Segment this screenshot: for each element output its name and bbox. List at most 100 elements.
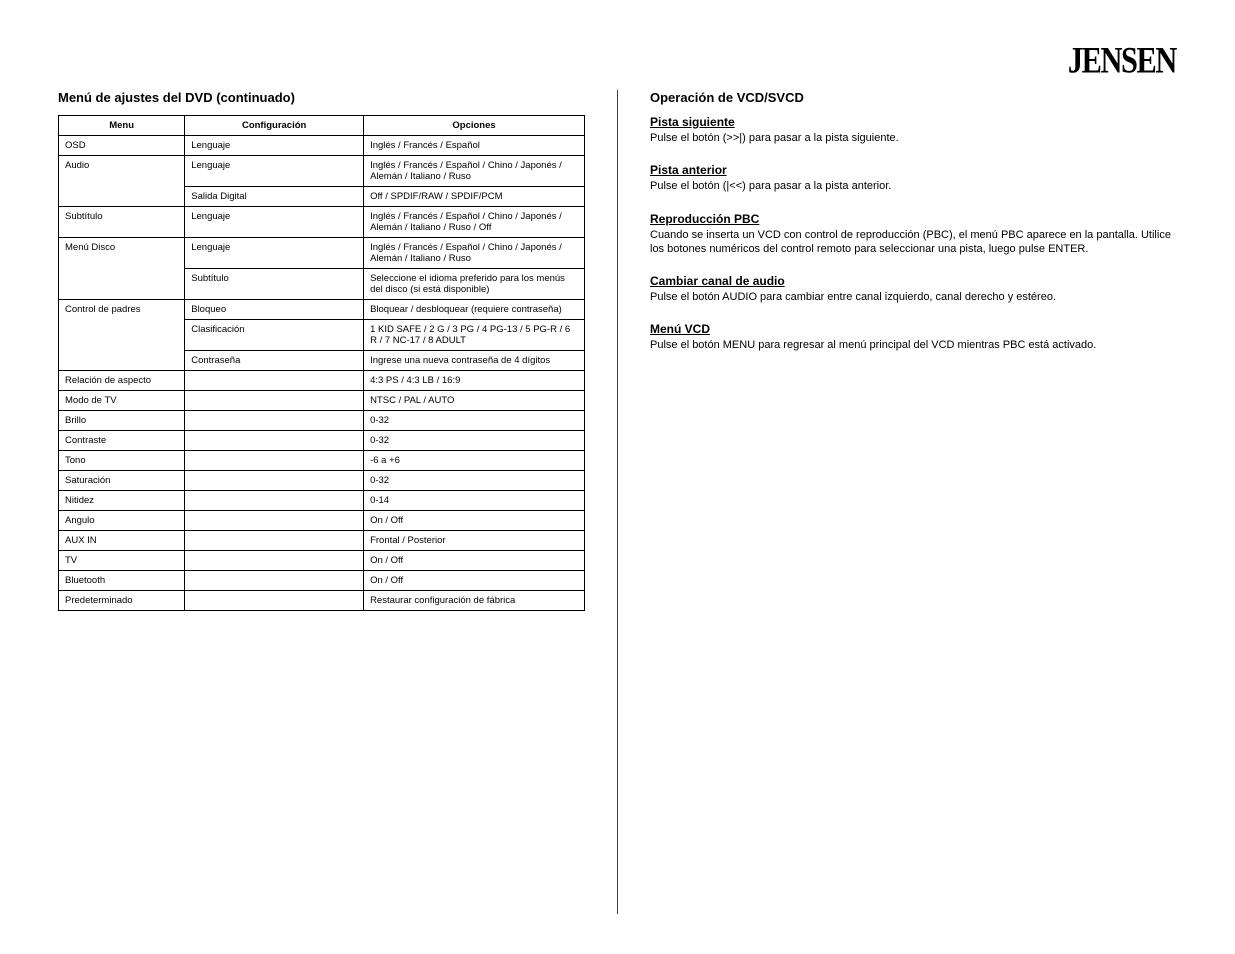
table-row: Angulo On / Off xyxy=(59,511,585,531)
cell-options: On / Off xyxy=(364,571,585,591)
cell-setting xyxy=(185,551,364,571)
table-row: Menú DiscoLenguajeInglés / Francés / Esp… xyxy=(59,238,585,269)
column-divider xyxy=(617,90,618,914)
right-body-text: Pulse el botón (|<<) para pasar a la pis… xyxy=(650,179,1177,193)
cell-setting: Lenguaje xyxy=(185,207,364,238)
right-title: Operación de VCD/SVCD xyxy=(650,90,1177,105)
table-row: Relación de aspecto 4:3 PS / 4:3 LB / 16:… xyxy=(59,371,585,391)
table-row: Control de padresBloqueoBloquear / desbl… xyxy=(59,300,585,320)
cell-options: Ingrese una nueva contraseña de 4 dígito… xyxy=(364,351,585,371)
cell-menu: Bluetooth xyxy=(59,571,185,591)
cell-options: Inglés / Francés / Español / Chino / Jap… xyxy=(364,238,585,269)
table-row: Saturación0-32 xyxy=(59,471,585,491)
cell-setting: Subtítulo xyxy=(185,269,364,300)
cell-options: Inglés / Francés / Español xyxy=(364,136,585,156)
table-row: Modo de TV NTSC / PAL / AUTO xyxy=(59,391,585,411)
cell-menu: Menú Disco xyxy=(59,238,185,300)
cell-setting: Bloqueo xyxy=(185,300,364,320)
cell-setting xyxy=(185,511,364,531)
left-title: Menú de ajustes del DVD (continuado) xyxy=(58,90,585,105)
cell-menu: Angulo xyxy=(59,511,185,531)
cell-setting xyxy=(185,531,364,551)
cell-setting xyxy=(185,591,364,611)
right-body-text: Pulse el botón MENU para regresar al men… xyxy=(650,338,1177,352)
right-subheading: Pista siguiente xyxy=(650,115,1177,129)
cell-setting xyxy=(185,371,364,391)
cell-menu: Contraste xyxy=(59,431,185,451)
cell-setting: Contraseña xyxy=(185,351,364,371)
table-row: Bluetooth On / Off xyxy=(59,571,585,591)
th-setting: Configuración xyxy=(185,116,364,136)
cell-menu: Subtítulo xyxy=(59,207,185,238)
cell-menu: Tono xyxy=(59,451,185,471)
cell-menu: Control de padres xyxy=(59,300,185,371)
th-menu: Menu xyxy=(59,116,185,136)
cell-options: Off / SPDIF/RAW / SPDIF/PCM xyxy=(364,187,585,207)
brand-logo: JENSEN xyxy=(1068,39,1176,82)
cell-menu: OSD xyxy=(59,136,185,156)
settings-table: Menu Configuración Opciones OSDLenguajeI… xyxy=(58,115,585,611)
cell-options: Frontal / Posterior xyxy=(364,531,585,551)
table-row: AUX IN Frontal / Posterior xyxy=(59,531,585,551)
right-section: Cambiar canal de audio Pulse el botón AUD… xyxy=(650,274,1177,304)
cell-setting xyxy=(185,431,364,451)
right-column: Operación de VCD/SVCD Pista siguiente Pul… xyxy=(650,90,1177,914)
right-section: Menú VCD Pulse el botón MENU para regresa… xyxy=(650,322,1177,352)
table-row: Contraste 0-32 xyxy=(59,431,585,451)
cell-options: Inglés / Francés / Español / Chino / Jap… xyxy=(364,207,585,238)
table-header-row: Menu Configuración Opciones xyxy=(59,116,585,136)
cell-options: 0-32 xyxy=(364,411,585,431)
cell-menu: Modo de TV xyxy=(59,391,185,411)
page: JENSEN Menú de ajustes del DVD (continua… xyxy=(0,0,1235,954)
cell-options: 4:3 PS / 4:3 LB / 16:9 xyxy=(364,371,585,391)
cell-options: NTSC / PAL / AUTO xyxy=(364,391,585,411)
right-body-text: Pulse el botón (>>|) para pasar a la pis… xyxy=(650,131,1177,145)
right-subheading: Reproducción PBC xyxy=(650,212,1177,226)
cell-setting: Clasificación xyxy=(185,320,364,351)
cell-options: 0-32 xyxy=(364,431,585,451)
cell-options: On / Off xyxy=(364,511,585,531)
cell-setting xyxy=(185,491,364,511)
table-row: PredeterminadoRestaurar configuración de… xyxy=(59,591,585,611)
cell-setting xyxy=(185,451,364,471)
cell-setting: Lenguaje xyxy=(185,238,364,269)
right-section: Pista anterior Pulse el botón (|<<) para … xyxy=(650,163,1177,193)
table-row: Tono -6 a +6 xyxy=(59,451,585,471)
cell-setting: Salida Digital xyxy=(185,187,364,207)
table-row: TV On / Off xyxy=(59,551,585,571)
right-body-text: Cuando se inserta un VCD con control de … xyxy=(650,228,1177,257)
table-row: SubtítuloLenguajeInglés / Francés / Espa… xyxy=(59,207,585,238)
cell-menu: Predeterminado xyxy=(59,591,185,611)
right-section: Reproducción PBC Cuando se inserta un VCD… xyxy=(650,212,1177,257)
cell-menu: Brillo xyxy=(59,411,185,431)
table-row: OSDLenguajeInglés / Francés / Español xyxy=(59,136,585,156)
cell-options: On / Off xyxy=(364,551,585,571)
right-body-text: Pulse el botón AUDIO para cambiar entre … xyxy=(650,290,1177,304)
cell-setting xyxy=(185,571,364,591)
right-subheading: Cambiar canal de audio xyxy=(650,274,1177,288)
cell-menu: Nitidez xyxy=(59,491,185,511)
cell-setting: Lenguaje xyxy=(185,136,364,156)
right-subheading: Menú VCD xyxy=(650,322,1177,336)
table-row: Nitidez 0-14 xyxy=(59,491,585,511)
content-columns: Menú de ajustes del DVD (continuado) Men… xyxy=(58,90,1177,914)
cell-options: Seleccione el idioma preferido para los … xyxy=(364,269,585,300)
cell-menu: TV xyxy=(59,551,185,571)
cell-menu: Relación de aspecto xyxy=(59,371,185,391)
cell-options: 1 KID SAFE / 2 G / 3 PG / 4 PG-13 / 5 PG… xyxy=(364,320,585,351)
cell-setting: Lenguaje xyxy=(185,156,364,187)
cell-menu: AUX IN xyxy=(59,531,185,551)
cell-options: Bloquear / desbloquear (requiere contras… xyxy=(364,300,585,320)
right-section: Pista siguiente Pulse el botón (>>|) para… xyxy=(650,115,1177,145)
left-column: Menú de ajustes del DVD (continuado) Men… xyxy=(58,90,585,914)
cell-setting xyxy=(185,391,364,411)
cell-options: 0-14 xyxy=(364,491,585,511)
cell-menu: Audio xyxy=(59,156,185,207)
th-options: Opciones xyxy=(364,116,585,136)
right-subheading: Pista anterior xyxy=(650,163,1177,177)
cell-setting xyxy=(185,471,364,491)
table-row: AudioLenguajeInglés / Francés / Español … xyxy=(59,156,585,187)
cell-options: Inglés / Francés / Español / Chino / Jap… xyxy=(364,156,585,187)
cell-options: -6 a +6 xyxy=(364,451,585,471)
cell-options: 0-32 xyxy=(364,471,585,491)
